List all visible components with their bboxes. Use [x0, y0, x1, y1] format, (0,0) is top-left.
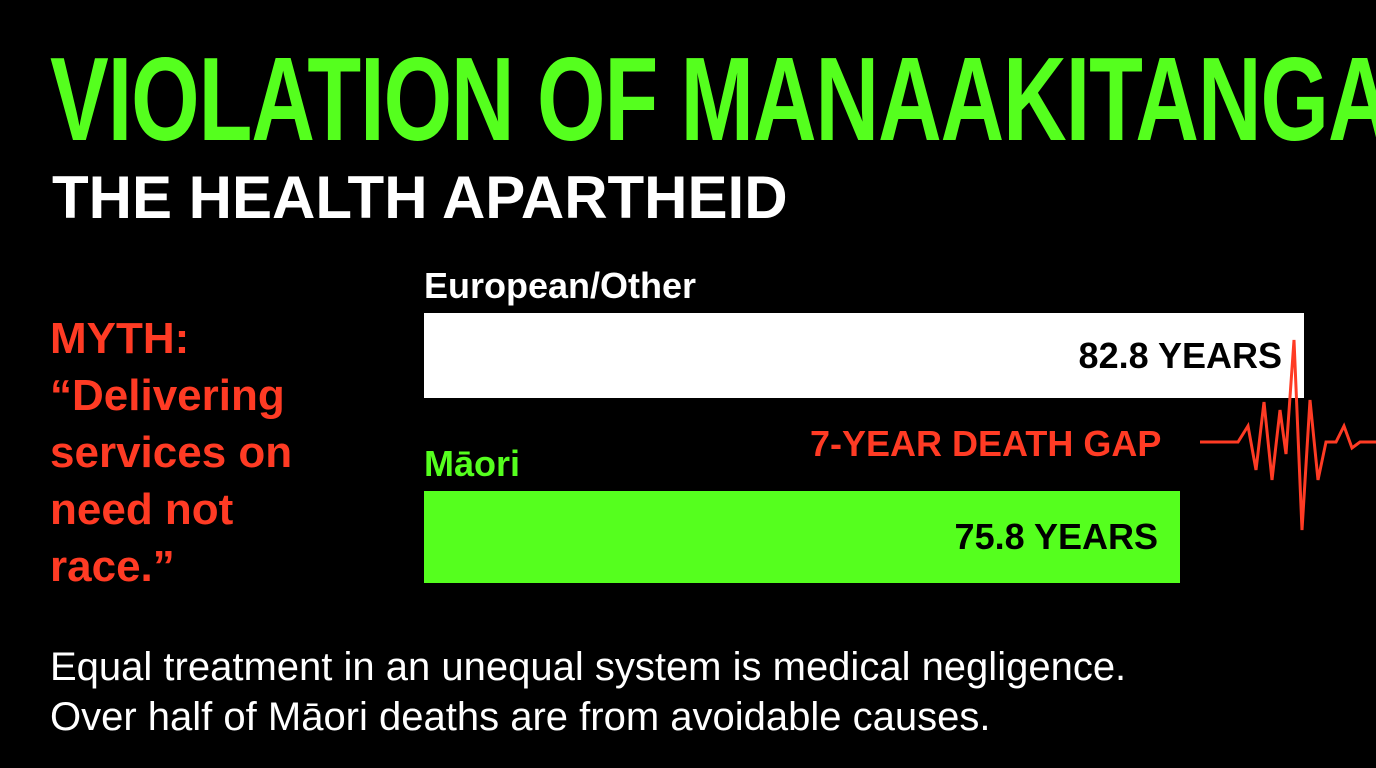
- footer-line: Equal treatment in an unequal system is …: [50, 645, 1127, 689]
- bar-european: 82.8 YEARS: [424, 313, 1304, 398]
- heartbeat-pulse-icon: [1200, 339, 1376, 531]
- category-label-maori: Māori: [424, 443, 521, 484]
- myth-line: race.”: [50, 542, 175, 591]
- myth-line: services on: [50, 428, 293, 477]
- category-label-european: European/Other: [424, 265, 697, 306]
- myth-line: need not: [50, 485, 234, 534]
- bar-maori: 75.8 YEARS: [424, 491, 1180, 583]
- page-subtitle: THE HEALTH APARTHEID: [52, 164, 788, 231]
- footer-statement: Equal treatment in an unequal system is …: [50, 642, 1126, 742]
- value-label-european: 82.8 YEARS: [1078, 334, 1282, 376]
- myth-quote: MYTH: “Delivering services on need not r…: [50, 310, 380, 595]
- footer-line: Over half of Māori deaths are from avoid…: [50, 695, 991, 739]
- myth-line: “Delivering: [50, 371, 285, 420]
- value-label-maori: 75.8 YEARS: [954, 516, 1158, 557]
- myth-label: MYTH:: [50, 314, 190, 363]
- death-gap-annotation: 7-YEAR DEATH GAP: [810, 423, 1162, 464]
- page-title: VIOLATION OF MANAAKITANGA: [50, 31, 1376, 166]
